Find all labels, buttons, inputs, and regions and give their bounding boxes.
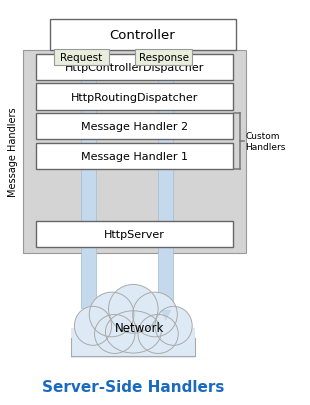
Ellipse shape [95, 315, 135, 354]
Ellipse shape [105, 311, 161, 353]
Text: Custom
Handlers: Custom Handlers [245, 132, 286, 151]
Bar [36, 114, 232, 140]
Text: Request: Request [60, 53, 103, 63]
Bar [81, 51, 96, 308]
Bar [36, 143, 232, 170]
Text: HttpServer: HttpServer [104, 230, 165, 240]
Ellipse shape [155, 307, 192, 345]
Text: Response: Response [139, 53, 188, 63]
Text: Message Handler 2: Message Handler 2 [81, 122, 188, 132]
Ellipse shape [89, 292, 134, 337]
Bar [36, 84, 232, 111]
Bar [71, 328, 195, 358]
Text: Server-Side Handlers: Server-Side Handlers [42, 379, 224, 394]
Bar [50, 20, 236, 51]
Bar [36, 222, 232, 248]
Text: Message Handler 1: Message Handler 1 [81, 151, 188, 162]
Bar [135, 50, 192, 66]
Ellipse shape [108, 285, 158, 333]
Text: Network: Network [115, 322, 164, 335]
Bar [158, 51, 173, 308]
Ellipse shape [133, 292, 177, 337]
Text: HttpRoutingDispatcher: HttpRoutingDispatcher [70, 92, 198, 102]
Bar [54, 50, 108, 66]
Text: Message Handlers: Message Handlers [8, 107, 18, 196]
Text: Controller: Controller [110, 29, 175, 42]
Bar [36, 55, 232, 81]
Ellipse shape [74, 307, 112, 345]
Text: HttpControllerDispatcher: HttpControllerDispatcher [64, 63, 204, 73]
Ellipse shape [138, 315, 178, 354]
Bar [23, 51, 246, 253]
